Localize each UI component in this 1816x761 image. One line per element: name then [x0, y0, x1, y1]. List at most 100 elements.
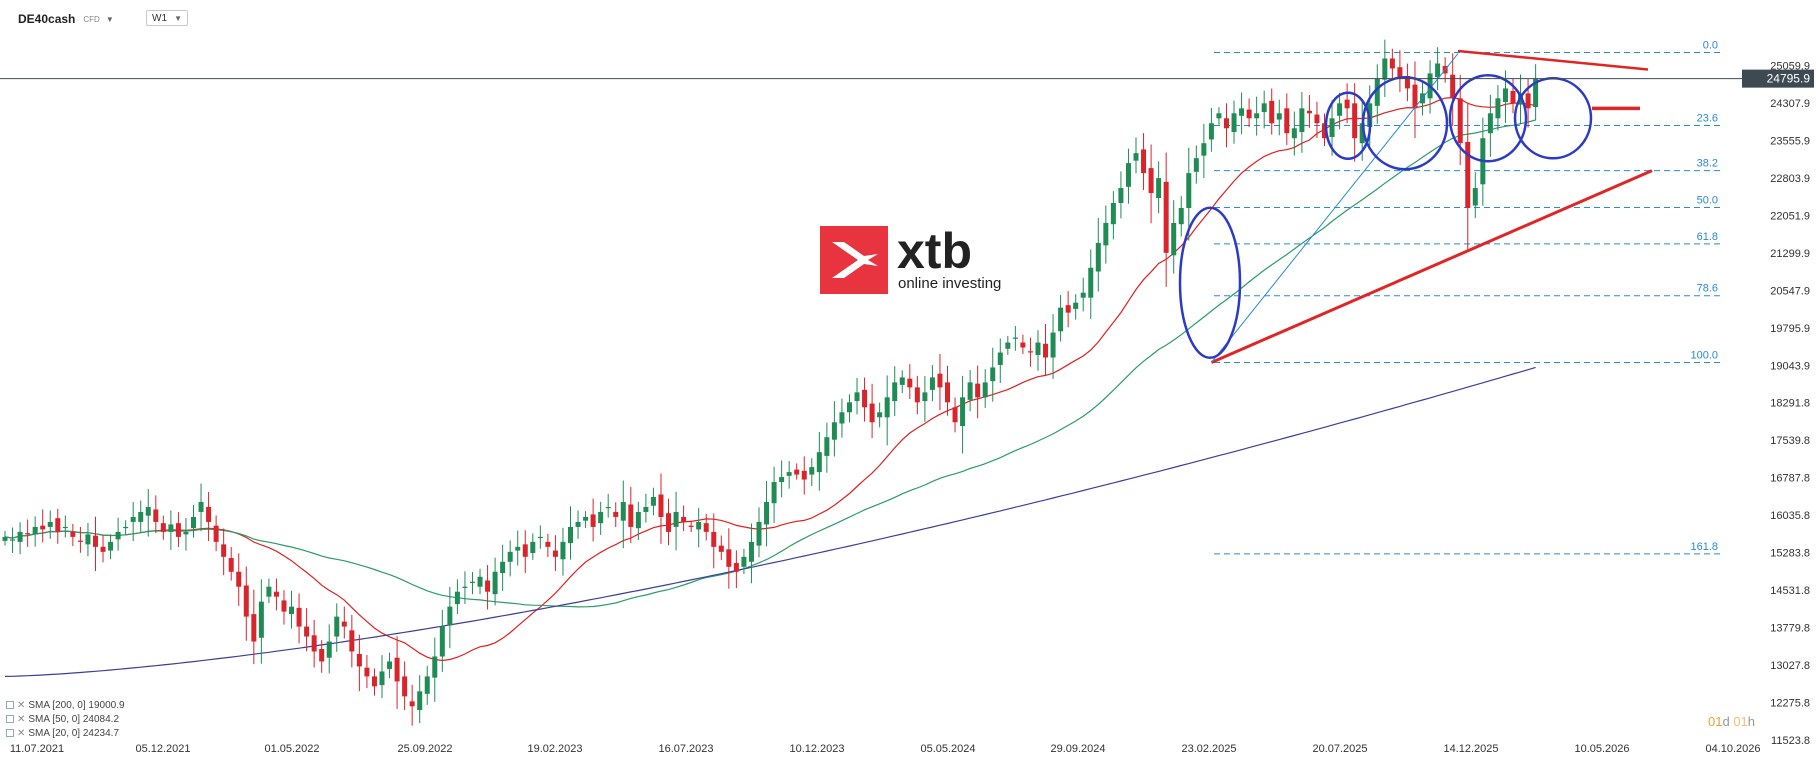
candle-body	[439, 626, 445, 657]
candle-body	[304, 626, 310, 637]
candle-body	[1533, 78, 1539, 108]
candle-body	[635, 511, 641, 529]
candle-body	[748, 541, 754, 562]
close-icon[interactable]: ✕	[17, 699, 26, 711]
candle-body	[1284, 108, 1290, 134]
candle-body	[70, 531, 76, 537]
time-axis[interactable]: 11.07.2021 05.12.2021 01.05.2022 25.09.2022…	[10, 743, 1761, 755]
candle-body	[40, 525, 46, 530]
pattern-ellipse[interactable]	[1324, 91, 1372, 161]
candle-body	[379, 671, 385, 686]
countdown-day-unit: d	[1722, 714, 1730, 729]
candle-body	[741, 556, 747, 567]
candle-body	[681, 516, 687, 522]
candle-body	[1088, 267, 1094, 298]
candle-body	[1133, 153, 1139, 161]
candle-body	[1487, 113, 1493, 134]
fib-label: 78.6	[1697, 283, 1718, 295]
candle-body	[997, 352, 1003, 365]
symbol-name: DE40cash	[18, 12, 76, 26]
candle-body	[937, 373, 943, 388]
candle-body	[296, 607, 302, 627]
candle-body	[733, 563, 739, 572]
candle-body	[1058, 307, 1064, 332]
candle-body	[801, 470, 807, 480]
close-icon[interactable]: ✕	[17, 713, 26, 725]
candle-body	[990, 367, 996, 382]
time-tick-label: 14.12.2025	[1443, 743, 1498, 755]
pattern-ellipse[interactable]	[1448, 74, 1528, 163]
candle-body	[1412, 84, 1418, 109]
candle-body	[1502, 88, 1508, 103]
candle-body	[1359, 123, 1365, 144]
pattern-ellipse[interactable]	[1178, 206, 1242, 359]
candle-body	[620, 501, 626, 521]
candle-body	[1005, 342, 1011, 349]
candle-body	[100, 546, 106, 552]
candle-body	[311, 635, 317, 652]
fib-label: 100.0	[1690, 349, 1718, 361]
candle-body	[130, 516, 136, 522]
candle-body	[1141, 149, 1147, 174]
settings-icon[interactable]	[6, 715, 14, 723]
price-tick-label: 19795.9	[1770, 323, 1810, 335]
candle-body	[952, 407, 958, 423]
candle-body	[545, 541, 551, 547]
countdown-hours: 01	[1733, 714, 1748, 729]
countdown-days: 01	[1708, 714, 1723, 729]
time-tick-label: 11.07.2021	[10, 743, 64, 755]
fib-label: 161.8	[1690, 541, 1718, 553]
candle-body	[2, 536, 8, 541]
candle-body	[658, 494, 664, 517]
time-tick-label: 05.05.2024	[920, 743, 975, 755]
candle-body	[862, 389, 868, 408]
candle-body	[650, 497, 656, 506]
candle-body	[492, 571, 498, 595]
candle-body	[47, 521, 53, 527]
symbol-selector[interactable]: DE40cash CFD ▼	[18, 10, 114, 28]
candle-body	[764, 501, 770, 525]
candle-body	[108, 541, 114, 551]
candle-body	[1020, 342, 1026, 348]
candle-body	[251, 614, 257, 642]
price-axis[interactable]: 25059.9 24307.9 23555.9 22803.9 22051.9 21299…	[1742, 60, 1814, 747]
price-tick-label: 16035.8	[1770, 510, 1810, 522]
resistance-trendline[interactable]	[1457, 49, 1649, 71]
candle-body	[123, 526, 129, 529]
candle-body	[1186, 173, 1192, 208]
candle-body	[183, 531, 189, 535]
settings-icon[interactable]	[6, 701, 14, 709]
support-trendline[interactable]	[1210, 169, 1653, 364]
candle-body	[1080, 292, 1086, 298]
candle-body	[266, 586, 272, 597]
pattern-ellipse[interactable]	[1361, 76, 1449, 171]
candle-body	[198, 501, 204, 512]
candle-body	[1299, 108, 1305, 132]
fib-label: 0.0	[1703, 40, 1718, 52]
candle-body	[221, 544, 227, 557]
fib-anchor-line[interactable]	[1211, 53, 1459, 363]
candle-body	[537, 536, 543, 539]
moving-averages	[4, 96, 1536, 677]
candle-body	[115, 531, 121, 540]
candle-body	[213, 525, 219, 542]
logo-mark	[820, 226, 888, 294]
sma20-line	[4, 96, 1536, 662]
candle-body	[92, 535, 98, 547]
candle-body	[1322, 123, 1327, 139]
candle-body	[138, 511, 144, 522]
timeframe-select[interactable]: W1 ▼	[146, 10, 188, 26]
candle-body	[929, 377, 935, 390]
candle-body	[552, 550, 558, 557]
candle-body	[560, 541, 566, 560]
settings-icon[interactable]	[6, 729, 14, 737]
chevron-down-icon[interactable]: ▼	[105, 14, 114, 24]
candle-body	[1027, 351, 1033, 353]
candle-body	[334, 616, 340, 637]
close-icon[interactable]: ✕	[17, 727, 26, 739]
candle-body	[1231, 113, 1237, 132]
candle-body	[424, 676, 430, 694]
candle-body	[1397, 67, 1403, 79]
candle-body	[175, 523, 181, 537]
